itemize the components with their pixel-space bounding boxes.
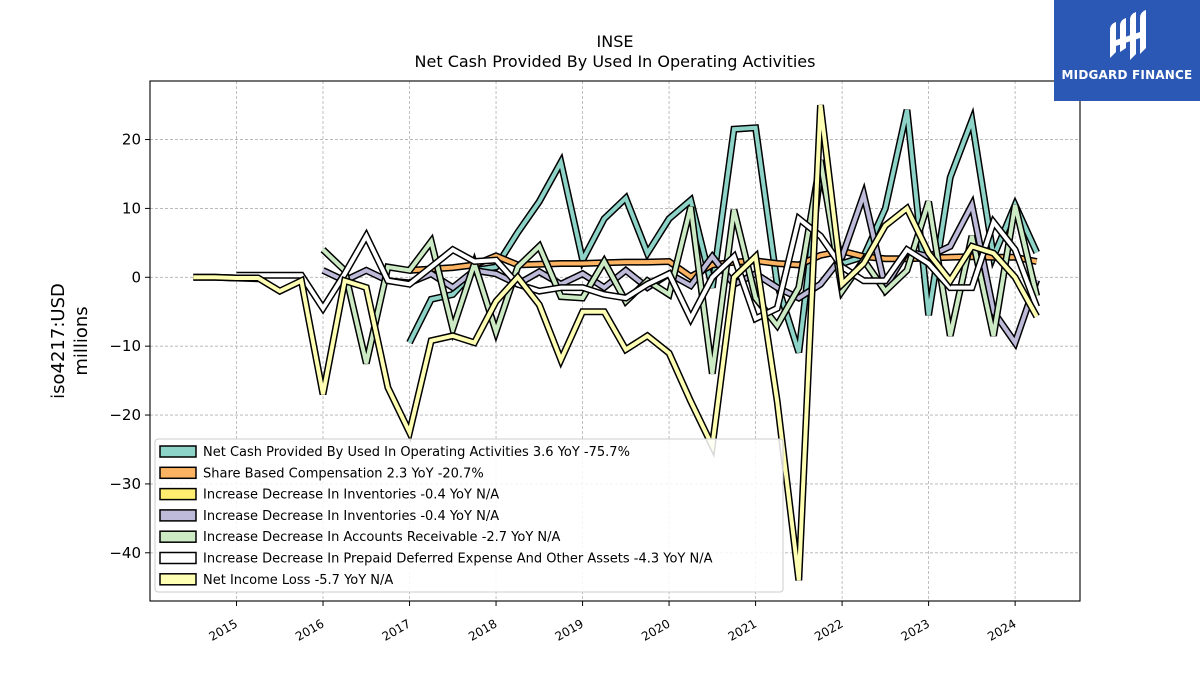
legend-swatch (159, 530, 197, 543)
y-tick-label: 10 (122, 199, 141, 217)
legend-label: Increase Decrease In Inventories -0.4 Yo… (203, 509, 499, 524)
legend-label: Increase Decrease In Accounts Receivable… (203, 530, 561, 545)
x-tick-label: 2017 (380, 616, 413, 643)
x-tick-label: 2024 (985, 616, 1018, 643)
x-tick-label: 2020 (639, 616, 672, 643)
legend-label: Net Cash Provided By Used In Operating A… (203, 445, 630, 460)
x-tick-label: 2021 (726, 616, 759, 643)
y-tick-label: −20 (109, 406, 141, 424)
y-tick-label: −10 (109, 337, 141, 355)
x-tick-label: 2022 (812, 616, 845, 643)
x-tick-label: 2016 (293, 616, 326, 643)
legend-swatch (159, 466, 197, 480)
y-tick-label: 20 (122, 131, 141, 149)
y-tick-label: −30 (109, 475, 141, 493)
series-path (193, 104, 1039, 581)
chart-title: INSE (597, 32, 634, 51)
series-line-6 (193, 104, 1040, 581)
y-axis-label-line: iso4217:USD (48, 283, 69, 399)
x-tick-label: 2015 (207, 616, 240, 643)
legend-label: Share Based Compensation 2.3 YoY -20.7% (203, 466, 484, 481)
legend-label: Increase Decrease In Inventories -0.4 Yo… (203, 488, 499, 503)
y-axis-label: iso4217:USD millions (48, 283, 92, 399)
series-path (236, 215, 1039, 324)
series-path (407, 109, 1039, 354)
midgard-logo-icon (1110, 10, 1146, 60)
y-axis-ticks: 20 10 0 −10 −20 −30 −40 (109, 131, 150, 562)
legend: Net Cash Provided By Used In Operating A… (154, 438, 784, 593)
legend-label: Net Income Loss -5.7 YoY N/A (203, 573, 393, 588)
x-axis-ticks: 2015 2016 2017 2018 2019 2020 2021 2022 2023 2024 (207, 601, 1019, 644)
series-line-5 (236, 212, 1040, 327)
logo-text: MIDGARD FINANCE (1061, 68, 1193, 82)
brand-logo: MIDGARD FINANCE (1054, 0, 1200, 101)
legend-swatch (159, 573, 197, 586)
y-tick-label: 0 (131, 268, 141, 286)
y-tick-label: −40 (109, 544, 141, 562)
x-tick-label: 2023 (899, 616, 932, 643)
legend-swatch (159, 551, 197, 565)
x-tick-label: 2018 (466, 616, 499, 643)
legend-label: Increase Decrease In Prepaid Deferred Ex… (203, 552, 713, 567)
legend-swatch (159, 445, 197, 458)
y-axis-label-line: millions (71, 306, 92, 375)
legend-swatch (159, 487, 197, 501)
plot-frame (149, 80, 1081, 602)
legend-box (154, 438, 784, 593)
legend-swatch (159, 509, 197, 522)
chart-subtitle: Net Cash Provided By Used In Operating A… (415, 52, 816, 71)
series-lines (193, 104, 1041, 581)
x-tick-label: 2019 (553, 616, 586, 643)
series-line-0 (406, 106, 1040, 354)
